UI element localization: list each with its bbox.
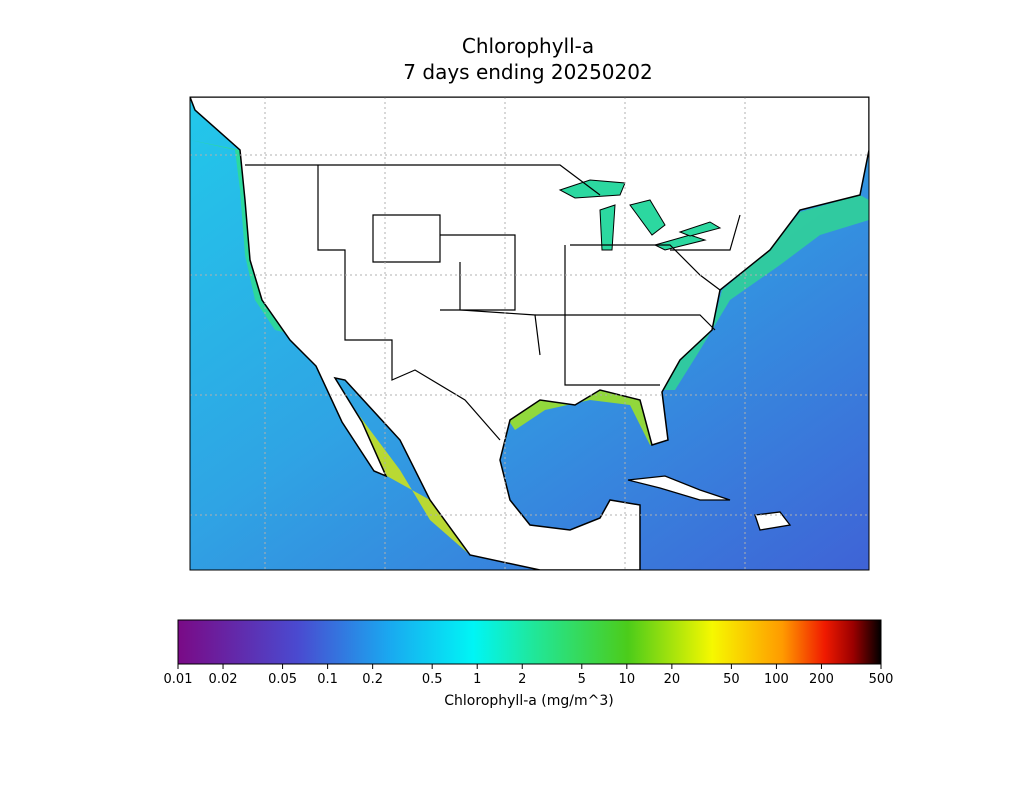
tick-label: 0.02	[209, 672, 238, 687]
coastal-bloom	[505, 390, 660, 445]
tick-label: 0.5	[422, 672, 443, 687]
map	[190, 97, 869, 570]
borders	[245, 164, 741, 441]
tick-label: 1	[473, 672, 481, 687]
lake	[629, 199, 666, 236]
tick-label: 0.2	[362, 672, 383, 687]
graticule	[190, 97, 869, 570]
cuba	[627, 475, 731, 501]
colorbar-label: Chlorophyll-a (mg/m^3)	[444, 693, 613, 709]
title-line: Chlorophyll-a	[462, 34, 594, 58]
tick-label: 0.05	[268, 672, 297, 687]
lake	[599, 204, 616, 251]
subtitle-line: 7 days ending 20250202	[403, 60, 652, 84]
lake	[678, 221, 722, 237]
coastal-bloom	[660, 195, 869, 390]
tick-label: 10	[619, 672, 636, 687]
coastal-bloom	[330, 375, 470, 555]
tick-label: 0.01	[164, 672, 193, 687]
tick-label: 5	[578, 672, 586, 687]
tick-label: 100	[764, 672, 789, 687]
land	[190, 97, 869, 570]
tick-label: 20	[664, 672, 681, 687]
colorbar	[177, 619, 882, 665]
tick-label: 0.1	[317, 672, 338, 687]
tick-label: 500	[869, 672, 894, 687]
map-frame	[189, 96, 870, 571]
lake	[653, 234, 707, 251]
tick-label: 200	[809, 672, 834, 687]
tick-label: 2	[518, 672, 526, 687]
hispaniola	[754, 511, 792, 531]
tick-label: 50	[723, 672, 740, 687]
